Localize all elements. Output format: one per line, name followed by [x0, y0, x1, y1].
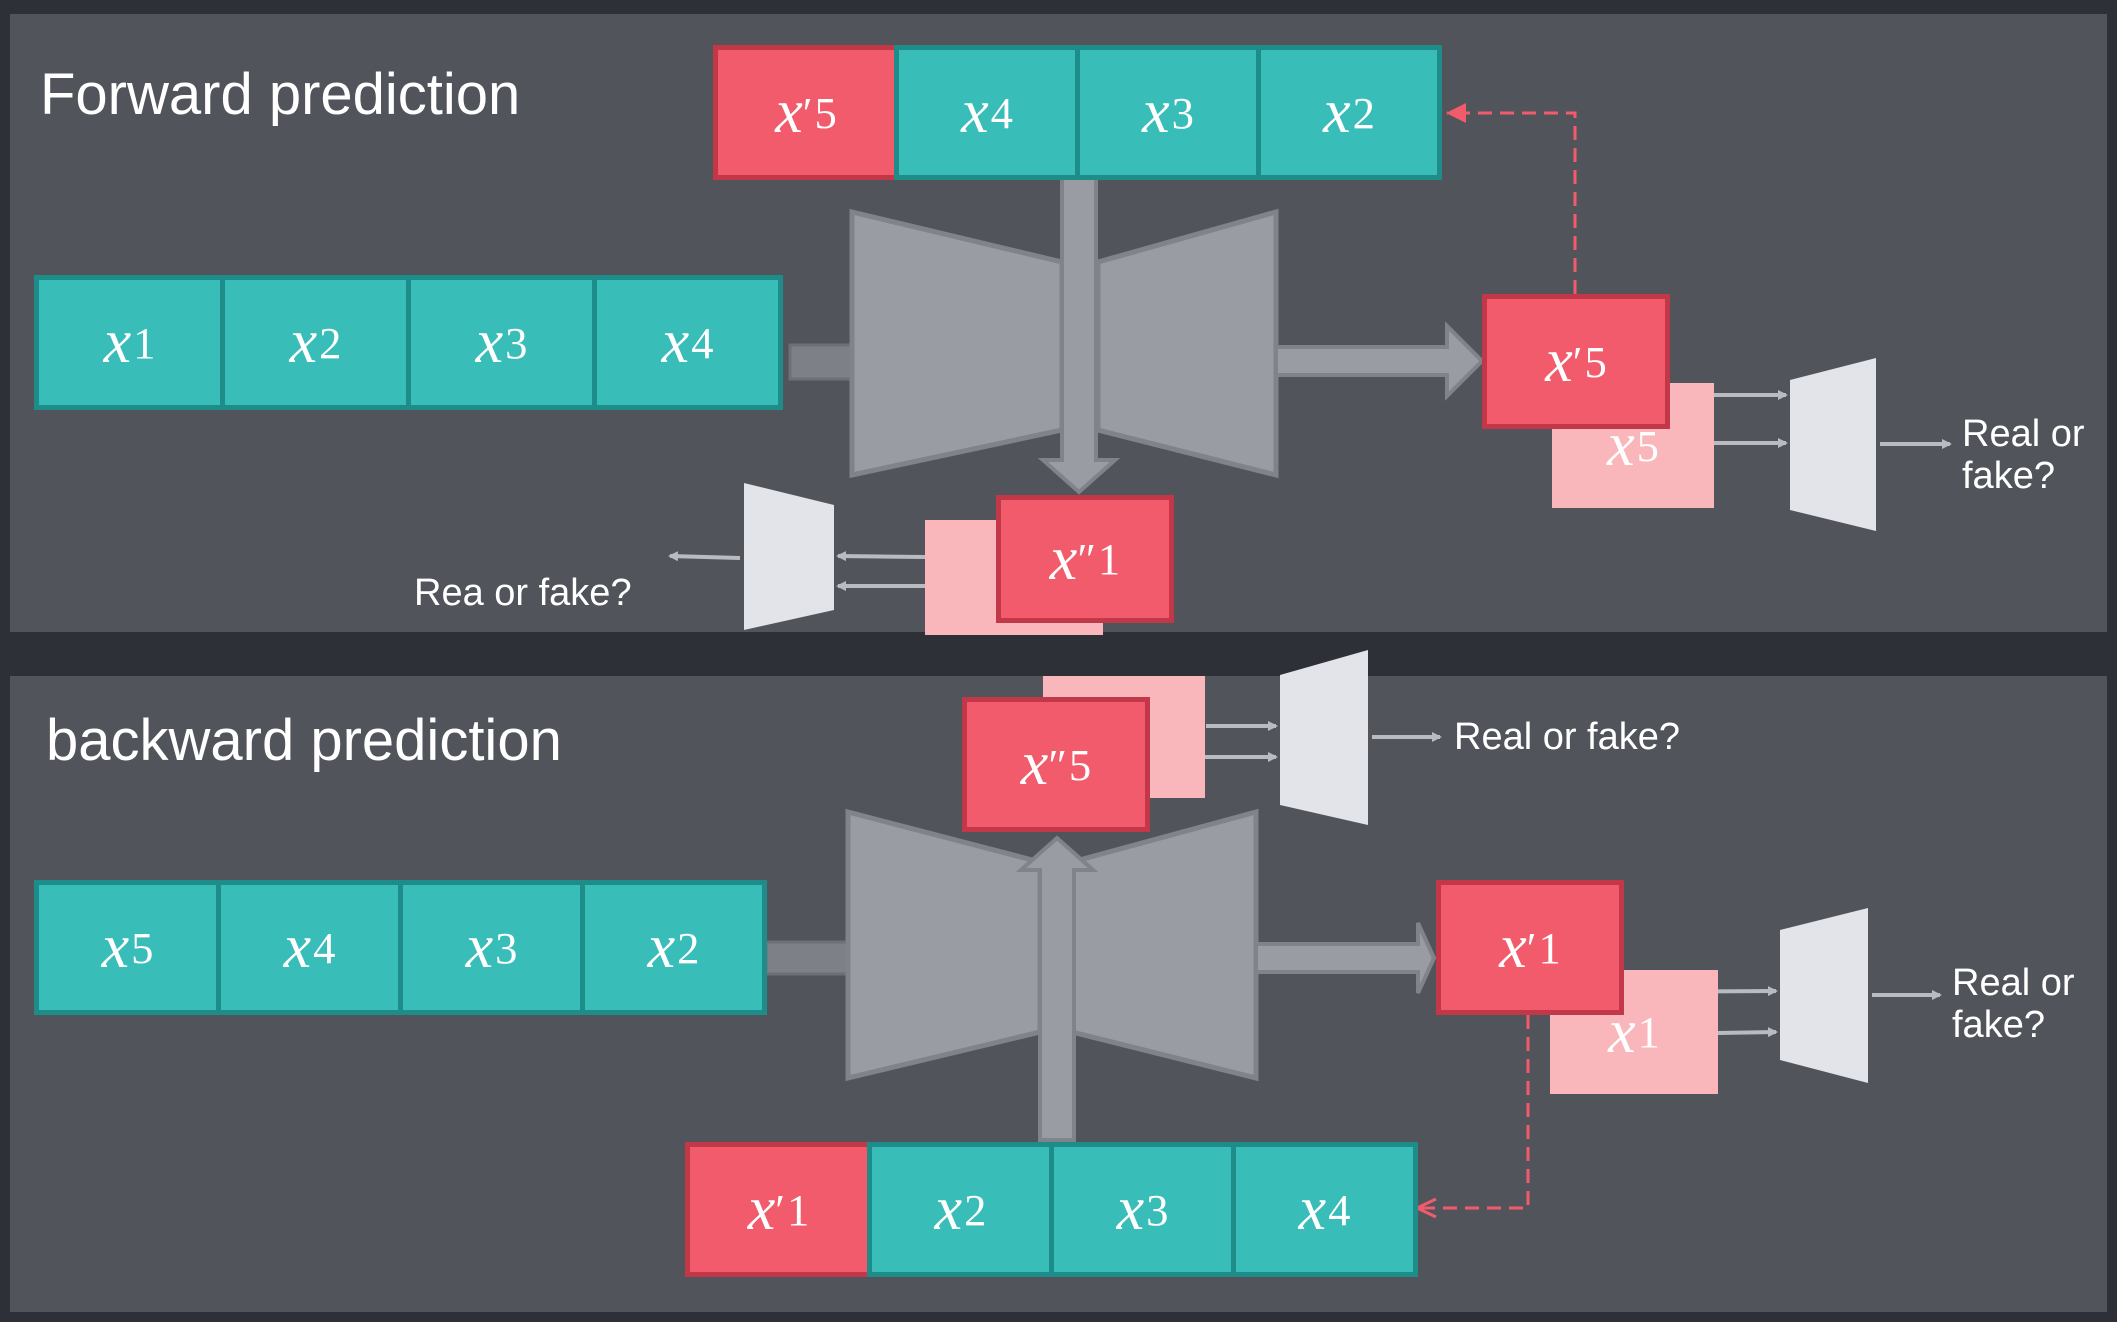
forward-generator-left — [849, 208, 1065, 479]
backward-bottom-cell: x ′ 1 — [685, 1142, 872, 1277]
forward-top-cell: x ′ 5 — [713, 45, 899, 180]
subscript-index: 4 — [1328, 1184, 1351, 1235]
forward-title: Forward prediction — [40, 62, 521, 127]
subscript-index: 2 — [964, 1184, 987, 1235]
backward-feedback-dashed-arrow — [1418, 1015, 1530, 1210]
subscript-index: 3 — [1146, 1184, 1169, 1235]
subscript-index: 5 — [814, 87, 837, 138]
variable-symbol: x — [961, 78, 989, 146]
subscript-index: 1 — [1097, 534, 1121, 584]
backward-top-real-or-fake-label: Real or fake? — [1454, 716, 1681, 758]
variable-symbol: x — [661, 308, 690, 376]
variable-symbol: x — [101, 913, 130, 981]
variable-symbol: x — [1020, 730, 1049, 798]
subscript-index: 4 — [313, 922, 336, 973]
backward-title: backward prediction — [46, 708, 562, 773]
variable-symbol: x — [775, 78, 803, 146]
subscript-index: 4 — [691, 317, 714, 368]
prime-mark: ′ — [802, 87, 813, 138]
backward-input-connector — [764, 940, 850, 976]
variable-symbol: x — [1298, 1175, 1327, 1243]
variable-symbol: x — [289, 308, 318, 376]
subscript-index: 1 — [1538, 922, 1561, 973]
variable-symbol: x — [747, 1175, 776, 1243]
forward-generator-right — [1095, 208, 1279, 479]
subscript-index: 2 — [677, 922, 700, 973]
forward-feedback-dashed-arrow — [1447, 111, 1577, 294]
subscript-index: 2 — [1352, 87, 1375, 138]
variable-symbol: x — [103, 308, 132, 376]
subscript-index: 5 — [1068, 739, 1092, 790]
variable-symbol: x — [934, 1175, 963, 1243]
prime-mark: ′ — [1572, 336, 1583, 387]
subscript-index: 5 — [131, 922, 154, 973]
forward-right-real-or-fake-label: Real or fake? — [1962, 413, 2085, 497]
subscript-index: 1 — [133, 317, 156, 368]
subscript-index: 2 — [319, 317, 342, 368]
backward-generator-right — [1069, 808, 1259, 1082]
variable-symbol: x — [1116, 1175, 1145, 1243]
variable-symbol: x — [647, 913, 676, 981]
variable-symbol: x — [1323, 78, 1351, 146]
forward-left-real-or-fake-label: Rea or fake? — [414, 572, 632, 614]
prime-mark: ′ — [775, 1184, 785, 1235]
forward-reconstruction-cell: x ″ 1 — [996, 495, 1174, 623]
forward-input-connector — [788, 343, 854, 381]
variable-symbol: x — [1049, 524, 1078, 593]
backward-prediction-cell: x ′ 1 — [1436, 880, 1624, 1015]
backward-reconstruction-cell: x ″ 5 — [962, 697, 1150, 832]
backward-right-real-or-fake-label: Real or fake? — [1952, 962, 2075, 1046]
subscript-index: 3 — [1171, 87, 1194, 138]
backward-generator-left — [845, 808, 1043, 1082]
forward-down-arrow — [1037, 176, 1121, 495]
backward-discriminator-right — [1780, 908, 1868, 1083]
forward-prediction-cell: x ′ 5 — [1482, 294, 1670, 429]
forward-output-arrow — [1274, 321, 1485, 401]
backward-output-arrow — [1254, 922, 1437, 994]
variable-symbol: x — [475, 308, 504, 376]
prime-mark: ″ — [1048, 739, 1067, 790]
variable-symbol: x — [1545, 327, 1573, 395]
subscript-index: 3 — [505, 317, 528, 368]
subscript-index: 1 — [786, 1184, 810, 1235]
subscript-index: 1 — [1637, 1007, 1660, 1057]
backward-up-arrow — [1015, 835, 1099, 1142]
variable-symbol: x — [1142, 78, 1170, 146]
backward-discriminator-top — [1280, 650, 1368, 825]
subscript-index: 3 — [495, 922, 518, 973]
forward-discriminator-left — [744, 483, 834, 630]
variable-symbol: x — [465, 913, 494, 981]
prime-mark: ″ — [1077, 534, 1096, 584]
forward-discriminator-right — [1790, 358, 1876, 531]
variable-symbol: x — [1499, 913, 1527, 981]
subscript-index: 4 — [990, 87, 1013, 138]
variable-symbol: x — [283, 913, 312, 981]
subscript-index: 5 — [1636, 420, 1659, 471]
prime-mark: ′ — [1526, 922, 1537, 973]
subscript-index: 5 — [1584, 336, 1607, 387]
